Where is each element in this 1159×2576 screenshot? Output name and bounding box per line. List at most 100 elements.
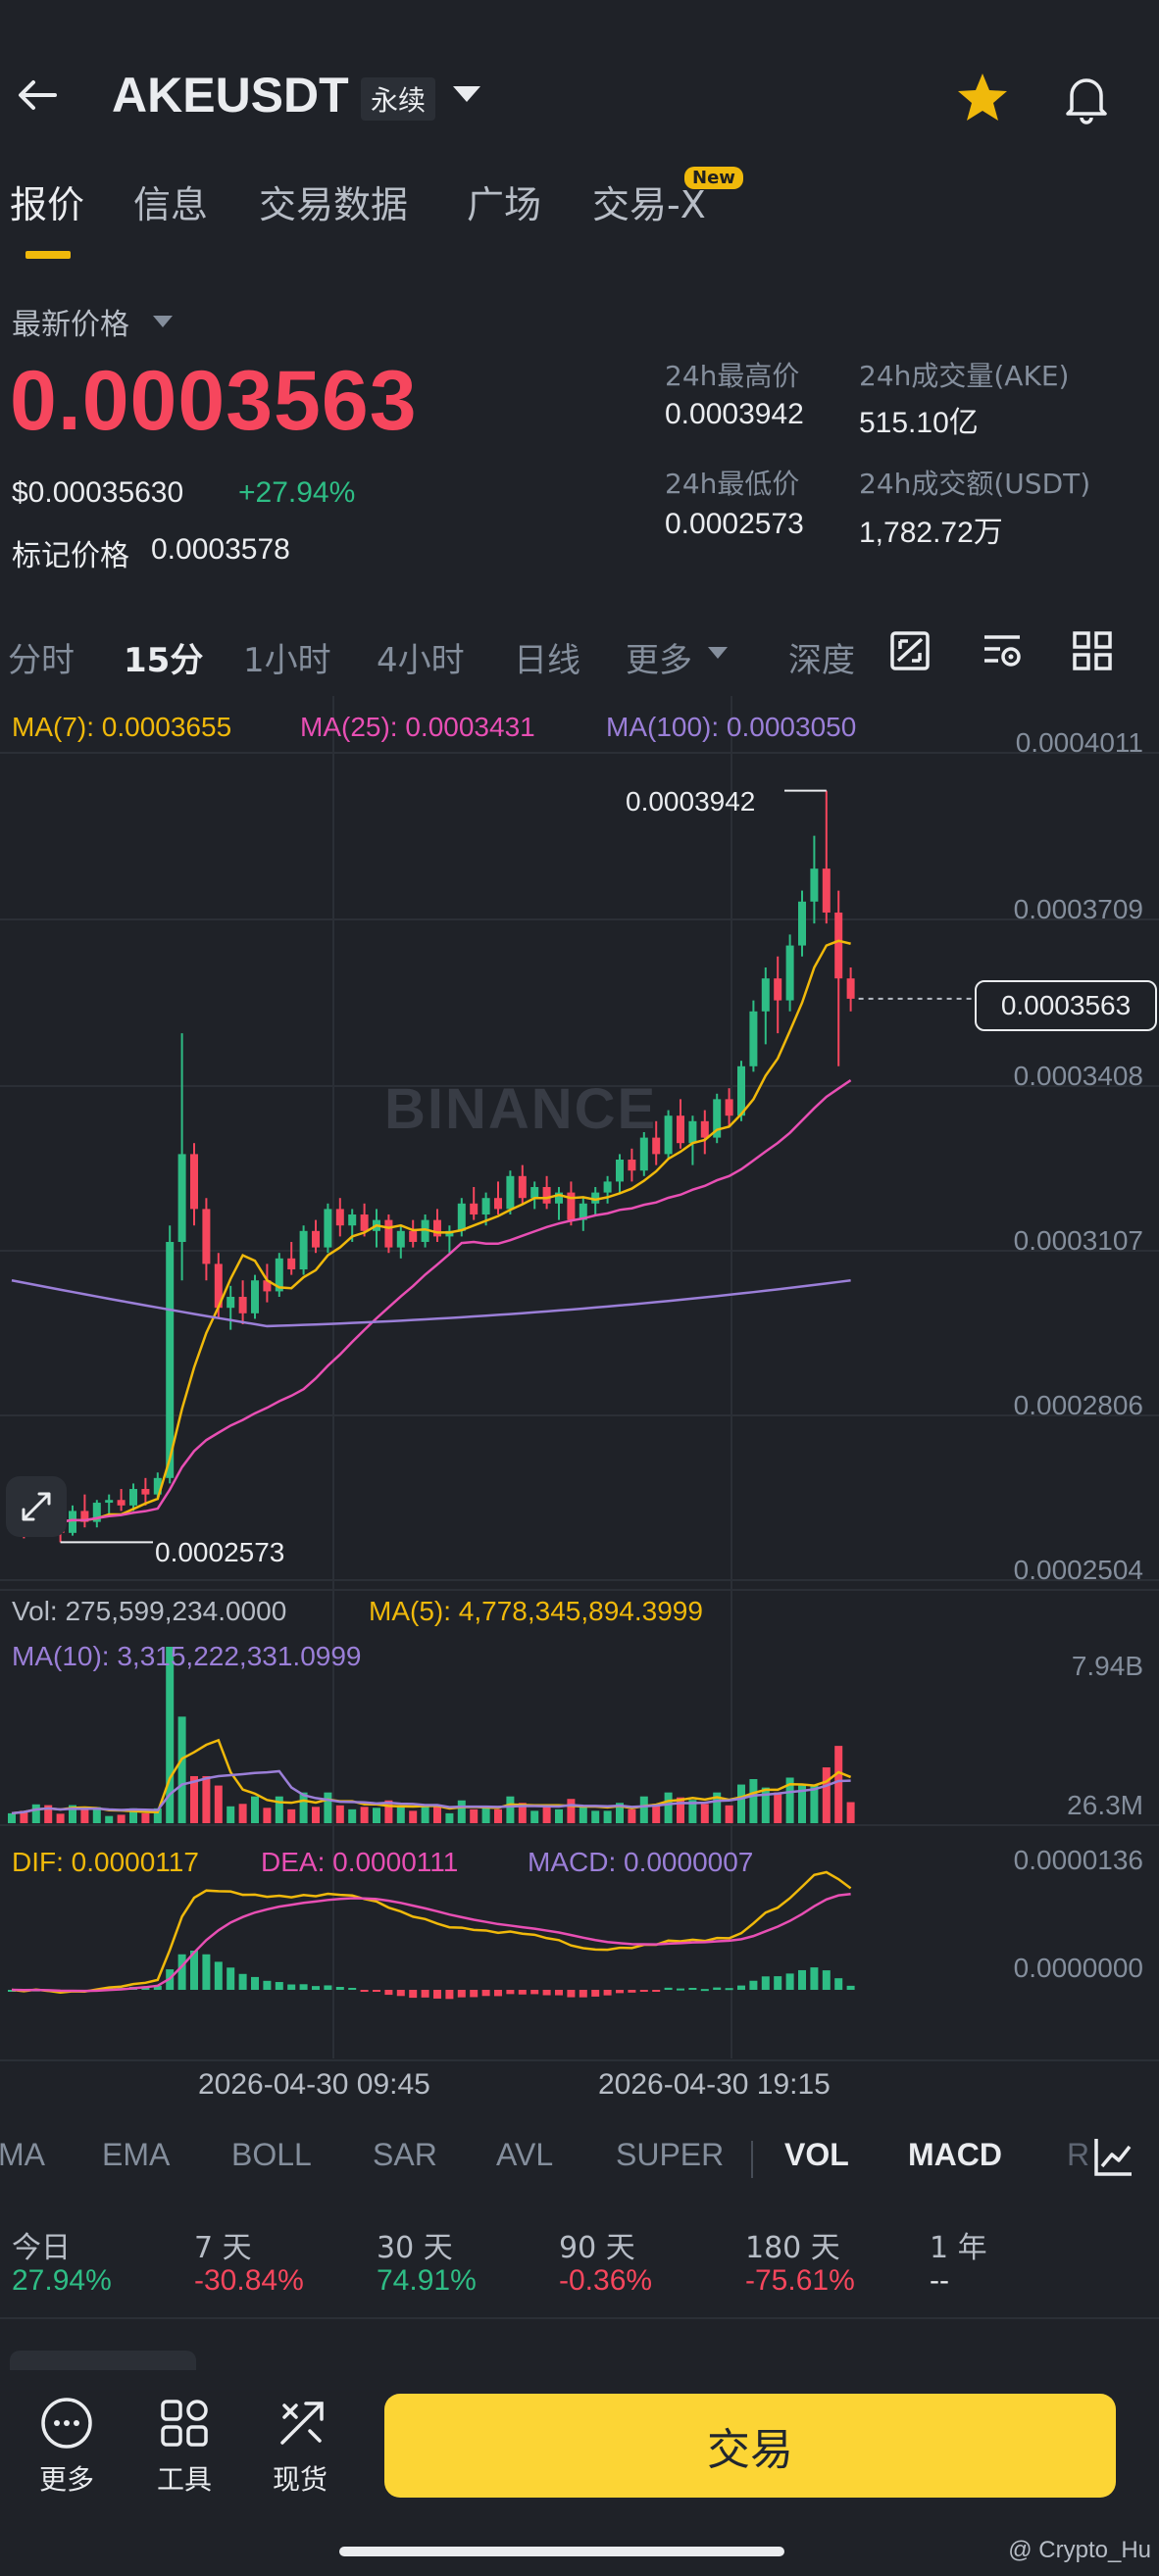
candle-body (810, 868, 819, 902)
macd-dea-legend: DEA: 0.0000111 (261, 1847, 459, 1877)
candle-body (384, 1219, 393, 1248)
interval-4h[interactable]: 4小时 (377, 641, 465, 680)
bottom-nav-tools-label[interactable]: 工具 (157, 2463, 213, 2496)
grid-layout-icon[interactable] (1069, 627, 1116, 674)
chart-settings-icon[interactable] (979, 627, 1026, 674)
volume-ma5-line (11, 1738, 852, 1815)
volume-bar (846, 1802, 855, 1823)
price-change-percent: +27.94% (238, 476, 356, 509)
candle-body (177, 1154, 186, 1243)
indicator-boll[interactable]: BOLL (231, 2137, 312, 2172)
macd-histogram-bar (677, 1988, 684, 1991)
volume-bar (31, 1804, 40, 1823)
candle-body (324, 1209, 332, 1248)
volume-axis-label: 7.94B (1071, 1651, 1143, 1681)
active-tab-indicator (25, 251, 71, 259)
candle-body (153, 1477, 162, 1495)
tab-square[interactable]: 广场 (467, 183, 542, 226)
bottom-nav-more-label[interactable]: 更多 (39, 2463, 95, 2496)
tools-grid-icon[interactable] (157, 2396, 212, 2451)
low-price-annotation: 0.0002573 (155, 1537, 285, 1567)
watermark-credit: @ Crypto_Hu (1008, 2537, 1151, 2563)
volume-bar (287, 1808, 296, 1823)
volume-bar (652, 1804, 661, 1823)
volume-bar (421, 1804, 429, 1823)
interval-1h[interactable]: 1小时 (243, 641, 331, 680)
candle-body (713, 1099, 722, 1138)
tab-quote[interactable]: 报价 (10, 183, 85, 226)
caret-down-icon[interactable] (453, 86, 480, 102)
interval-line[interactable]: 分时 (8, 641, 75, 680)
star-icon[interactable] (953, 69, 1012, 127)
indicator-avl[interactable]: AVL (496, 2137, 554, 2172)
price-type-label[interactable]: 最新价格 (12, 308, 129, 342)
volume-bar (8, 1812, 16, 1823)
macd-histogram-bar (518, 1990, 527, 1995)
volume-bar (263, 1808, 272, 1823)
depth-tab[interactable]: 深度 (788, 641, 855, 680)
volume-bar (373, 1808, 380, 1823)
indicator-macd[interactable]: MACD (908, 2137, 1002, 2172)
macd-histogram-bar (798, 1969, 806, 1990)
indicator-ema[interactable]: EMA (102, 2137, 171, 2172)
chart-style-icon[interactable] (886, 627, 933, 674)
candle-body (251, 1280, 259, 1313)
volume-bar (251, 1796, 259, 1823)
interval-15m[interactable]: 15分 (124, 641, 204, 680)
trade-button[interactable]: 交易 (384, 2394, 1116, 2498)
bottom-nav-spot-label[interactable]: 现货 (273, 2463, 328, 2496)
candle-body (409, 1230, 418, 1243)
candle-body (506, 1175, 515, 1210)
indicator-settings-icon[interactable] (1090, 2133, 1137, 2180)
candle-body (798, 901, 806, 946)
candle-body (214, 1263, 223, 1309)
tab-trade-data[interactable]: 交易数据 (259, 183, 409, 226)
indicator-ma[interactable]: MA (0, 2137, 45, 2172)
back-arrow-icon[interactable] (14, 71, 63, 120)
macd-histogram-bar (591, 1990, 600, 1997)
tab-info[interactable]: 信息 (133, 183, 209, 226)
volume-bar (190, 1775, 198, 1823)
volume-bar (470, 1808, 479, 1823)
mark-price-label: 标记价格 (12, 539, 129, 573)
caret-down-icon[interactable] (153, 316, 173, 327)
spot-swap-icon[interactable] (275, 2396, 329, 2451)
volume-bar (166, 1647, 175, 1823)
partial-panel-tab[interactable] (10, 2351, 196, 2370)
interval-1d[interactable]: 日线 (514, 641, 580, 680)
amount-24h-value: 1,782.72万 (859, 517, 1003, 549)
new-badge: New (684, 167, 743, 189)
candle-body (202, 1209, 211, 1264)
kline-chart[interactable] (0, 696, 1159, 2078)
indicator-vol[interactable]: VOL (784, 2137, 849, 2172)
header-bar: AKEUSDT 永续 (0, 49, 1159, 147)
volume-bar (433, 1807, 441, 1823)
volume-bar (774, 1792, 782, 1823)
interval-more[interactable]: 更多 (626, 641, 692, 680)
more-dots-icon[interactable] (39, 2396, 94, 2451)
tab-trade-x[interactable]: 交易-X (592, 183, 706, 226)
macd-histogram-bar (494, 1990, 502, 1997)
symbol-title[interactable]: AKEUSDT (112, 68, 349, 123)
fullscreen-expand-icon[interactable] (6, 1476, 67, 1537)
home-indicator[interactable] (339, 2547, 784, 2556)
candle-body (348, 1214, 357, 1226)
macd-histogram-bar (251, 1976, 259, 1990)
candle-body (834, 912, 843, 979)
candle-body (494, 1198, 502, 1210)
caret-down-icon[interactable] (708, 647, 728, 659)
perf-label: 30 天 (377, 2231, 453, 2265)
volume-axis-label: 26.3M (1067, 1790, 1143, 1820)
volume-bar (798, 1785, 806, 1823)
macd-histogram-bar (542, 1990, 551, 1996)
indicator-super[interactable]: SUPER (616, 2137, 725, 2172)
volume-bar (360, 1807, 369, 1823)
candle-body (725, 1099, 733, 1116)
perf-value: 27.94% (12, 2264, 112, 2297)
indicator-r-partial[interactable]: R (1067, 2137, 1090, 2172)
indicator-sar[interactable]: SAR (373, 2137, 437, 2172)
candle-body (688, 1120, 697, 1144)
perf-label: 180 天 (745, 2231, 840, 2265)
ma7-line (11, 939, 851, 1524)
bell-icon[interactable] (1057, 69, 1116, 127)
